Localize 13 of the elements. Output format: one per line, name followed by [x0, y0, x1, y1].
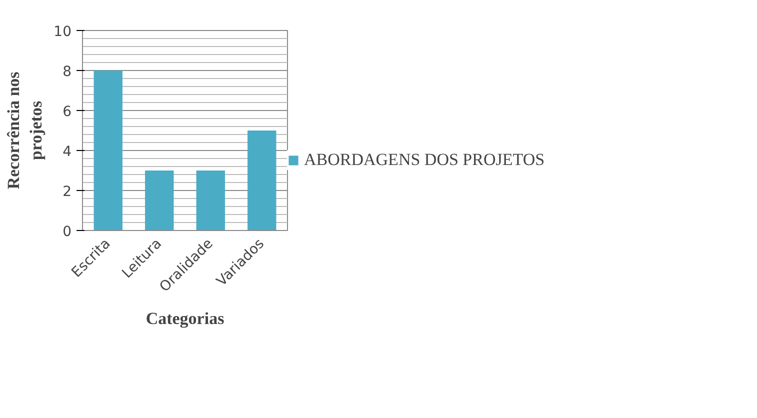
legend-label: ABORDAGENS DOS PROJETOS: [304, 150, 545, 170]
y-tick-label: 6: [62, 104, 72, 120]
y-tick-label: 4: [62, 144, 72, 160]
y-tick-label: 10: [54, 24, 72, 40]
bar: [196, 170, 225, 230]
y-axis-title: Recorrência nos projetos: [4, 71, 46, 190]
x-axis-title: Categorias: [146, 308, 225, 328]
bar: [145, 170, 174, 230]
y-tick-label: 0: [62, 224, 72, 240]
bar: [94, 70, 122, 230]
bar: [248, 130, 276, 230]
y-tick-label: 8: [62, 64, 72, 80]
y-tick-label: 2: [62, 184, 72, 200]
